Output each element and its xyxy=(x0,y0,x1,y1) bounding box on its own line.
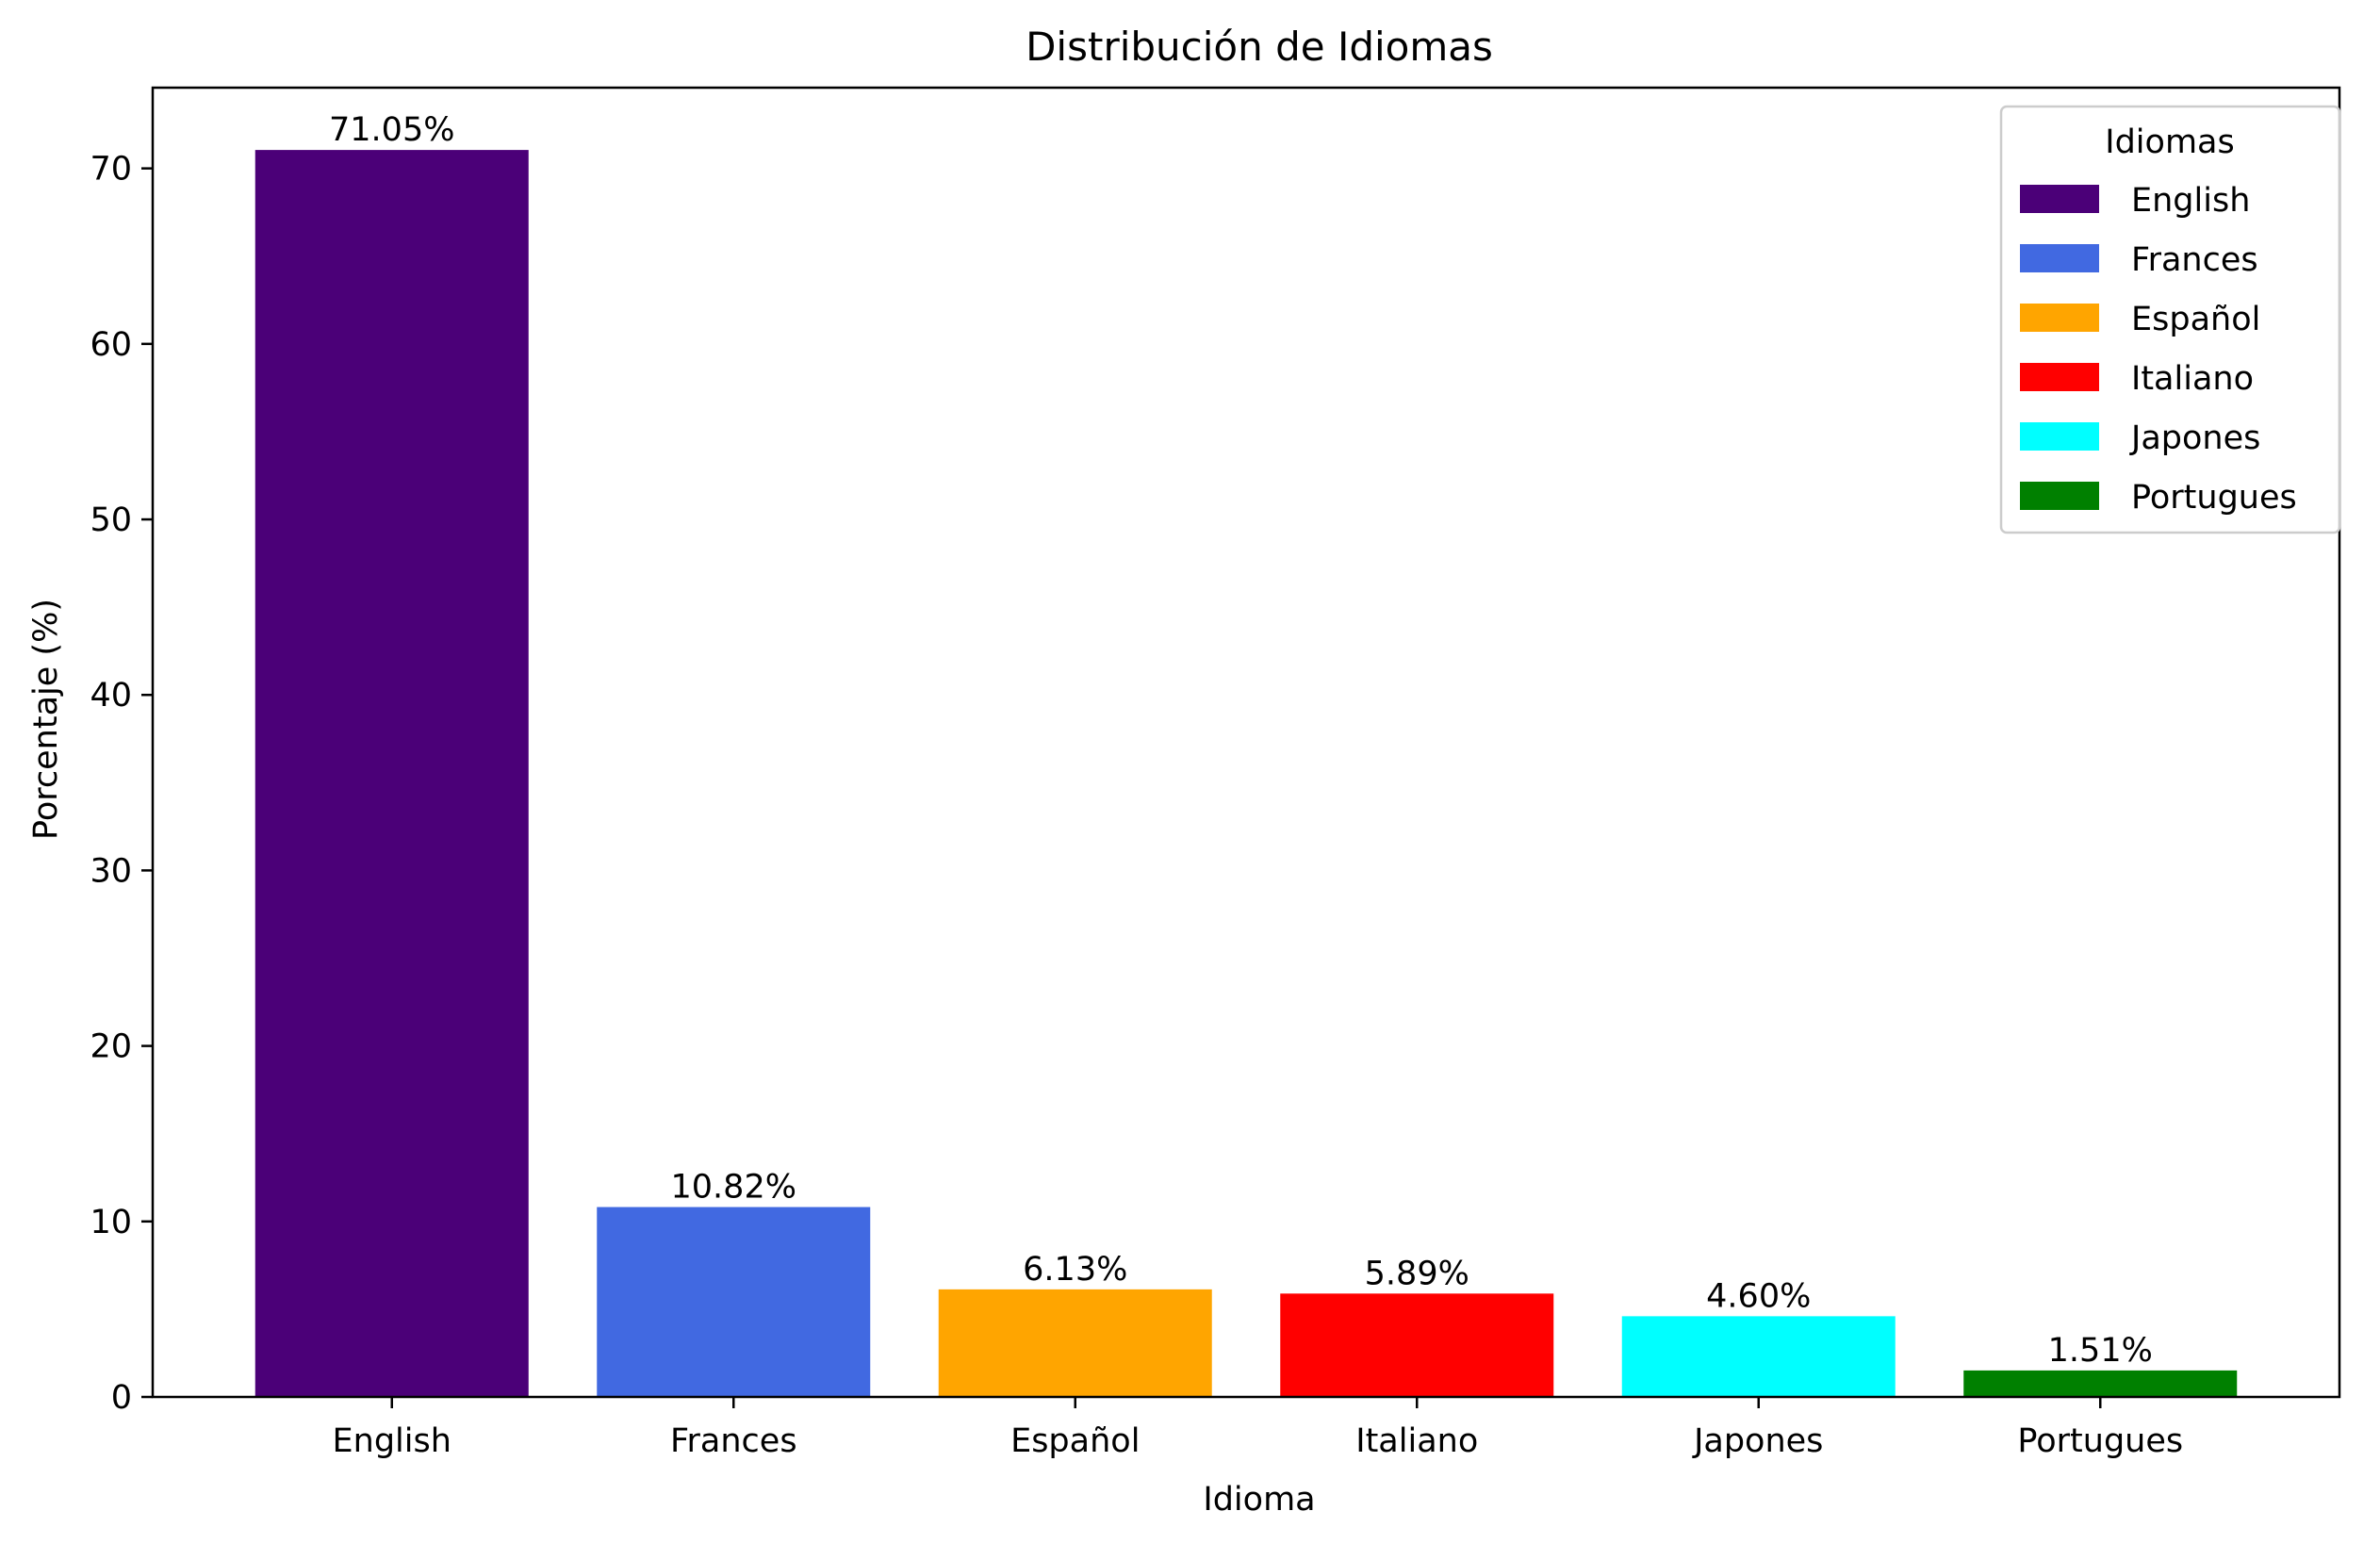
data-label-japones: 4.60% xyxy=(1706,1277,1811,1315)
x-tick-label: Frances xyxy=(670,1422,797,1460)
y-tick-label: 20 xyxy=(90,1028,132,1066)
y-tick-label: 70 xyxy=(90,151,132,189)
legend-swatch-frances xyxy=(2020,244,2099,272)
bars-layer xyxy=(254,150,2238,1398)
legend-swatch-portugues xyxy=(2020,482,2099,510)
legend-swatch-italiano xyxy=(2020,363,2099,391)
y-axis-title: Porcentaje (%) xyxy=(27,599,65,840)
x-tick-label: English xyxy=(333,1422,451,1460)
legend-swatch-español xyxy=(2020,304,2099,332)
y-tick-label: 50 xyxy=(90,501,132,539)
bar-frances xyxy=(597,1207,871,1397)
legend-swatch-english xyxy=(2020,185,2099,213)
data-labels-layer: 71.05% 10.82% 6.13% 5.89% 4.60% 1.51% xyxy=(329,111,2153,1370)
y-tick-label: 40 xyxy=(90,677,132,715)
y-axis: 0 10 20 30 40 50 60 70 xyxy=(90,151,153,1417)
y-tick-label: 60 xyxy=(90,326,132,364)
x-tick-label: Japones xyxy=(1692,1422,1823,1460)
legend-label-japones: Japones xyxy=(2129,419,2260,457)
y-tick-label: 0 xyxy=(111,1379,132,1417)
x-tick-label: Portugues xyxy=(2017,1422,2183,1460)
legend-label-portugues: Portugues xyxy=(2131,479,2297,517)
x-axis: English Frances Español Italiano Japones Port… xyxy=(333,1397,2183,1460)
legend-label-english: English xyxy=(2131,182,2250,220)
bar-japones xyxy=(1621,1316,1896,1397)
legend-swatch-japones xyxy=(2020,422,2099,451)
data-label-italiano: 5.89% xyxy=(1365,1255,1469,1292)
chart-title: Distribución de Idiomas xyxy=(1026,24,1493,70)
legend: Idiomas English Frances Español Italiano Jap… xyxy=(1999,105,2341,534)
x-tick-label: Italiano xyxy=(1355,1422,1478,1460)
bar-portugues xyxy=(1963,1370,2238,1397)
legend-label-español: Español xyxy=(2131,301,2260,338)
y-tick-label: 10 xyxy=(90,1204,132,1241)
x-axis-title: Idioma xyxy=(1203,1481,1315,1519)
legend-label-frances: Frances xyxy=(2131,241,2258,279)
bar-español xyxy=(938,1289,1212,1397)
data-label-español: 6.13% xyxy=(1023,1251,1127,1289)
y-tick-label: 30 xyxy=(90,852,132,890)
data-label-portugues: 1.51% xyxy=(2048,1332,2153,1370)
bar-italiano xyxy=(1280,1293,1554,1397)
plot-frame xyxy=(151,86,2341,1399)
x-tick-label: Español xyxy=(1010,1422,1140,1460)
bar-english xyxy=(254,150,529,1398)
legend-label-italiano: Italiano xyxy=(2131,360,2254,398)
data-label-english: 71.05% xyxy=(329,111,454,149)
legend-title: Idiomas xyxy=(2105,123,2234,161)
legend-entries: English Frances Español Italiano Japones Port… xyxy=(2020,182,2297,517)
data-label-frances: 10.82% xyxy=(671,1169,796,1207)
